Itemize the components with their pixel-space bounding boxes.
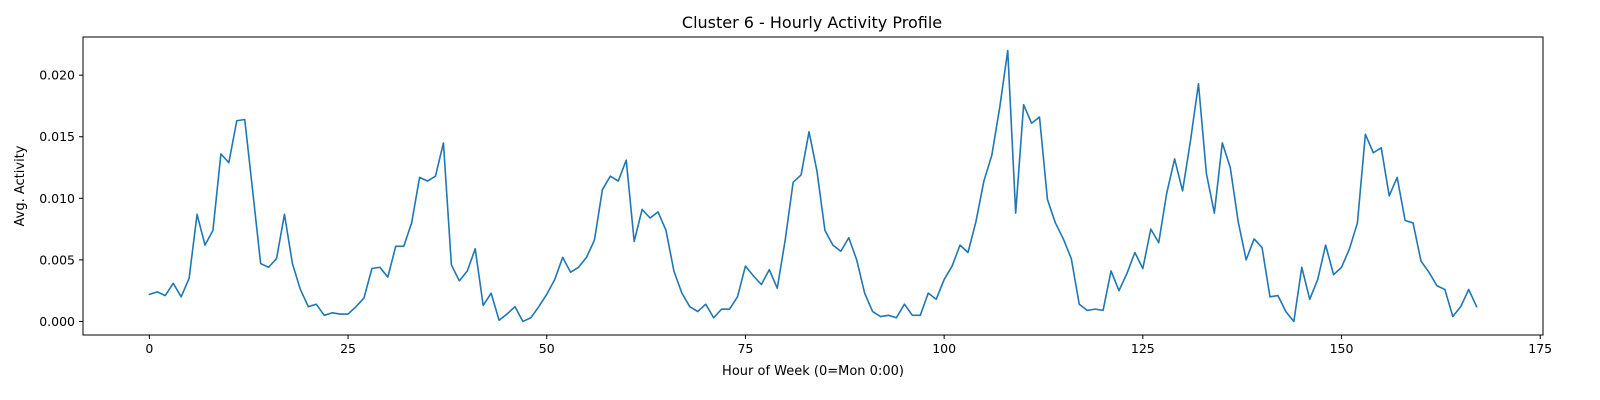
y-tick-label: 0.000	[39, 314, 75, 329]
y-tick-label: 0.020	[39, 68, 75, 83]
x-tick-label: 25	[340, 341, 356, 356]
y-tick-label: 0.010	[39, 191, 75, 206]
x-axis-label: Hour of Week (0=Mon 0:00)	[722, 364, 904, 379]
series-line	[148, 49, 1478, 323]
x-tick-label: 150	[1330, 341, 1354, 356]
x-tick-label: 50	[539, 341, 555, 356]
x-tick-label: 125	[1131, 341, 1155, 356]
x-tick-label: 100	[932, 341, 956, 356]
x-tick-label: 0	[145, 341, 153, 356]
y-tick-label: 0.005	[39, 252, 75, 267]
plot-frame	[82, 36, 1544, 336]
y-axis-label: Avg. Activity	[13, 145, 28, 226]
x-tick-label: 175	[1528, 341, 1552, 356]
x-tick-label: 75	[737, 341, 753, 356]
axis-ticks: 0 25 50 75 100 125 150 175 0.000 0.005 0.010 0.015 0…	[39, 68, 1552, 356]
chart-title: Cluster 6 - Hourly Activity Profile	[682, 13, 942, 32]
y-tick-label: 0.015	[39, 129, 75, 144]
